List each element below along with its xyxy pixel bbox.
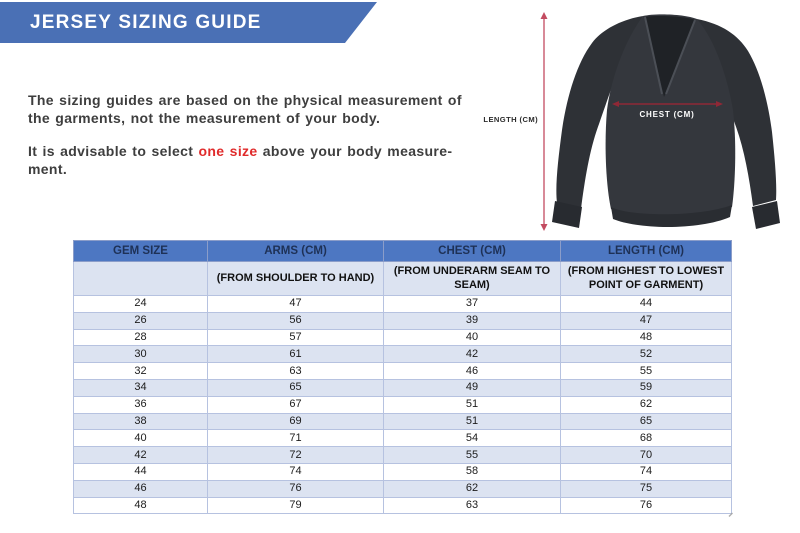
- table-cell: 42: [73, 446, 208, 464]
- col-header-chest: CHEST (CM): [383, 240, 561, 262]
- table-cell: 34: [73, 378, 208, 397]
- length-label: LENGTH (CM): [483, 115, 538, 124]
- table-cell: 38: [73, 412, 208, 431]
- jersey-diagram: LENGTH (CM) CHEST (CM): [483, 12, 780, 231]
- table-row: 32 63 46 55: [73, 362, 732, 380]
- size-table-container: GEM SIZE ARMS (CM) CHEST (CM) LENGTH (CM…: [73, 240, 733, 518]
- table-cell: 72: [207, 446, 384, 464]
- table-cell: 40: [383, 328, 561, 347]
- table-cell: 40: [73, 429, 208, 448]
- size-table-body: 24 47 37 44 26 56 39 47 28 57 40 48 30 61 42 52 32 63 46 55…: [73, 295, 732, 515]
- table-row: 40 71 54 68: [73, 429, 732, 448]
- intro-paragraph-1: The sizing guides are based on the physi…: [28, 92, 462, 126]
- col-subheader-length: (FROM HIGHEST TO LOWEST POINT OF GARMENT…: [560, 261, 732, 296]
- intro-text: The sizing guides are based on the physi…: [28, 91, 476, 178]
- table-cell: 49: [383, 378, 561, 397]
- table-cell: 46: [383, 362, 561, 380]
- table-cell: 65: [207, 378, 384, 397]
- table-row: 44 74 58 74: [73, 462, 732, 481]
- one-size-highlight: one size: [198, 143, 258, 159]
- table-cell: 54: [383, 429, 561, 448]
- table-row: 24 47 37 44: [73, 295, 732, 313]
- table-cell: 26: [73, 311, 208, 330]
- table-row: 26 56 39 47: [73, 311, 732, 330]
- table-cell: 79: [207, 496, 384, 515]
- table-cell: 42: [383, 345, 561, 364]
- col-header-length: LENGTH (CM): [560, 240, 732, 262]
- table-cell: 36: [73, 395, 208, 414]
- table-row: 28 57 40 48: [73, 328, 732, 347]
- table-row: 46 76 62 75: [73, 479, 732, 498]
- table-cell: 69: [207, 412, 384, 431]
- table-cell: 51: [383, 395, 561, 414]
- header-banner: JERSEY SIZING GUIDE: [0, 2, 377, 43]
- table-row: 34 65 49 59: [73, 378, 732, 397]
- table-cell: 62: [560, 395, 732, 414]
- length-arrow: [540, 12, 548, 231]
- col-subheader-arms: (FROM SHOULDER TO HAND): [207, 261, 384, 296]
- table-row: 30 61 42 52: [73, 345, 732, 364]
- table-cell: 76: [560, 496, 732, 515]
- size-table: GEM SIZE ARMS (CM) CHEST (CM) LENGTH (CM…: [73, 240, 732, 515]
- table-row: 36 67 51 62: [73, 395, 732, 414]
- table-cell: 39: [383, 311, 561, 330]
- table-cell: 52: [560, 345, 732, 364]
- col-header-gem-size: GEM SIZE: [73, 240, 208, 262]
- col-subheader-gem-size: [73, 261, 208, 296]
- table-cell: 62: [383, 479, 561, 498]
- table-cell: 63: [207, 362, 384, 380]
- col-header-arms: ARMS (CM): [207, 240, 384, 262]
- table-cell: 75: [560, 479, 732, 498]
- chest-line: [612, 101, 723, 107]
- table-cell: 67: [207, 395, 384, 414]
- table-cell: 46: [73, 479, 208, 498]
- table-cell: 59: [560, 378, 732, 397]
- table-cell: 48: [73, 496, 208, 515]
- table-cell: 58: [383, 462, 561, 481]
- table-cell: 48: [560, 328, 732, 347]
- table-cell: 28: [73, 328, 208, 347]
- table-row: 42 72 55 70: [73, 446, 732, 464]
- chest-label: CHEST (CM): [639, 110, 694, 119]
- table-cell: 24: [73, 295, 208, 313]
- table-cell: 44: [73, 462, 208, 481]
- page-title: JERSEY SIZING GUIDE: [30, 12, 262, 33]
- table-subheader-row: (FROM SHOULDER TO HAND) (FROM UNDERARM S…: [73, 261, 732, 296]
- table-cell: 71: [207, 429, 384, 448]
- table-cell: 55: [383, 446, 561, 464]
- table-cell: 63: [383, 496, 561, 515]
- table-cell: 61: [207, 345, 384, 364]
- table-cell: 76: [207, 479, 384, 498]
- table-cell: 32: [73, 362, 208, 380]
- jersey-illustration: [552, 14, 780, 229]
- table-cell: 57: [207, 328, 384, 347]
- table-cell: 51: [383, 412, 561, 431]
- table-cell: 55: [560, 362, 732, 380]
- table-row: 48 79 63 76: [73, 496, 732, 515]
- table-cell: 74: [560, 462, 732, 481]
- table-cell: 37: [383, 295, 561, 313]
- table-cell: 30: [73, 345, 208, 364]
- table-cell: 65: [560, 412, 732, 431]
- table-cell: 56: [207, 311, 384, 330]
- intro-paragraph-2: It is advisable to select one size above…: [28, 143, 453, 177]
- table-cell: 47: [560, 311, 732, 330]
- table-cell: 74: [207, 462, 384, 481]
- table-cell: 70: [560, 446, 732, 464]
- table-cell: 47: [207, 295, 384, 313]
- table-cell: 44: [560, 295, 732, 313]
- col-subheader-chest: (FROM UNDERARM SEAM TO SEAM): [383, 261, 561, 296]
- table-row: 38 69 51 65: [73, 412, 732, 431]
- table-cell: 68: [560, 429, 732, 448]
- table-header-row: GEM SIZE ARMS (CM) CHEST (CM) LENGTH (CM…: [73, 240, 732, 262]
